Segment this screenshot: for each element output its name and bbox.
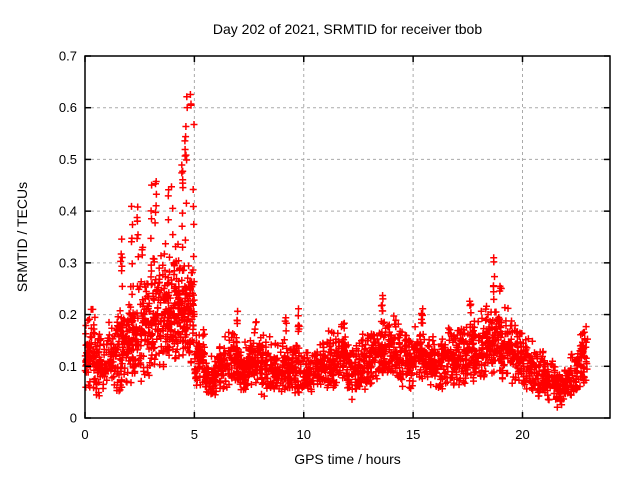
y-tick-label: 0.7: [59, 49, 77, 64]
x-tick-label: 10: [297, 427, 311, 442]
x-tick-label: 5: [191, 427, 198, 442]
y-tick-label: 0.2: [59, 307, 77, 322]
x-tick-label: 0: [81, 427, 88, 442]
y-tick-label: 0.1: [59, 359, 77, 374]
x-tick-label: 20: [515, 427, 529, 442]
x-axis-label: GPS time / hours: [294, 451, 401, 467]
chart-title: Day 202 of 2021, SRMTID for receiver tbo…: [212, 21, 483, 37]
scatter-points: [81, 91, 591, 411]
y-tick-label: 0.6: [59, 100, 77, 115]
y-tick-label: 0: [70, 411, 77, 426]
y-tick-label: 0.3: [59, 255, 77, 270]
y-tick-label: 0.4: [59, 204, 77, 219]
x-tick-label: 15: [406, 427, 420, 442]
y-tick-label: 0.5: [59, 152, 77, 167]
